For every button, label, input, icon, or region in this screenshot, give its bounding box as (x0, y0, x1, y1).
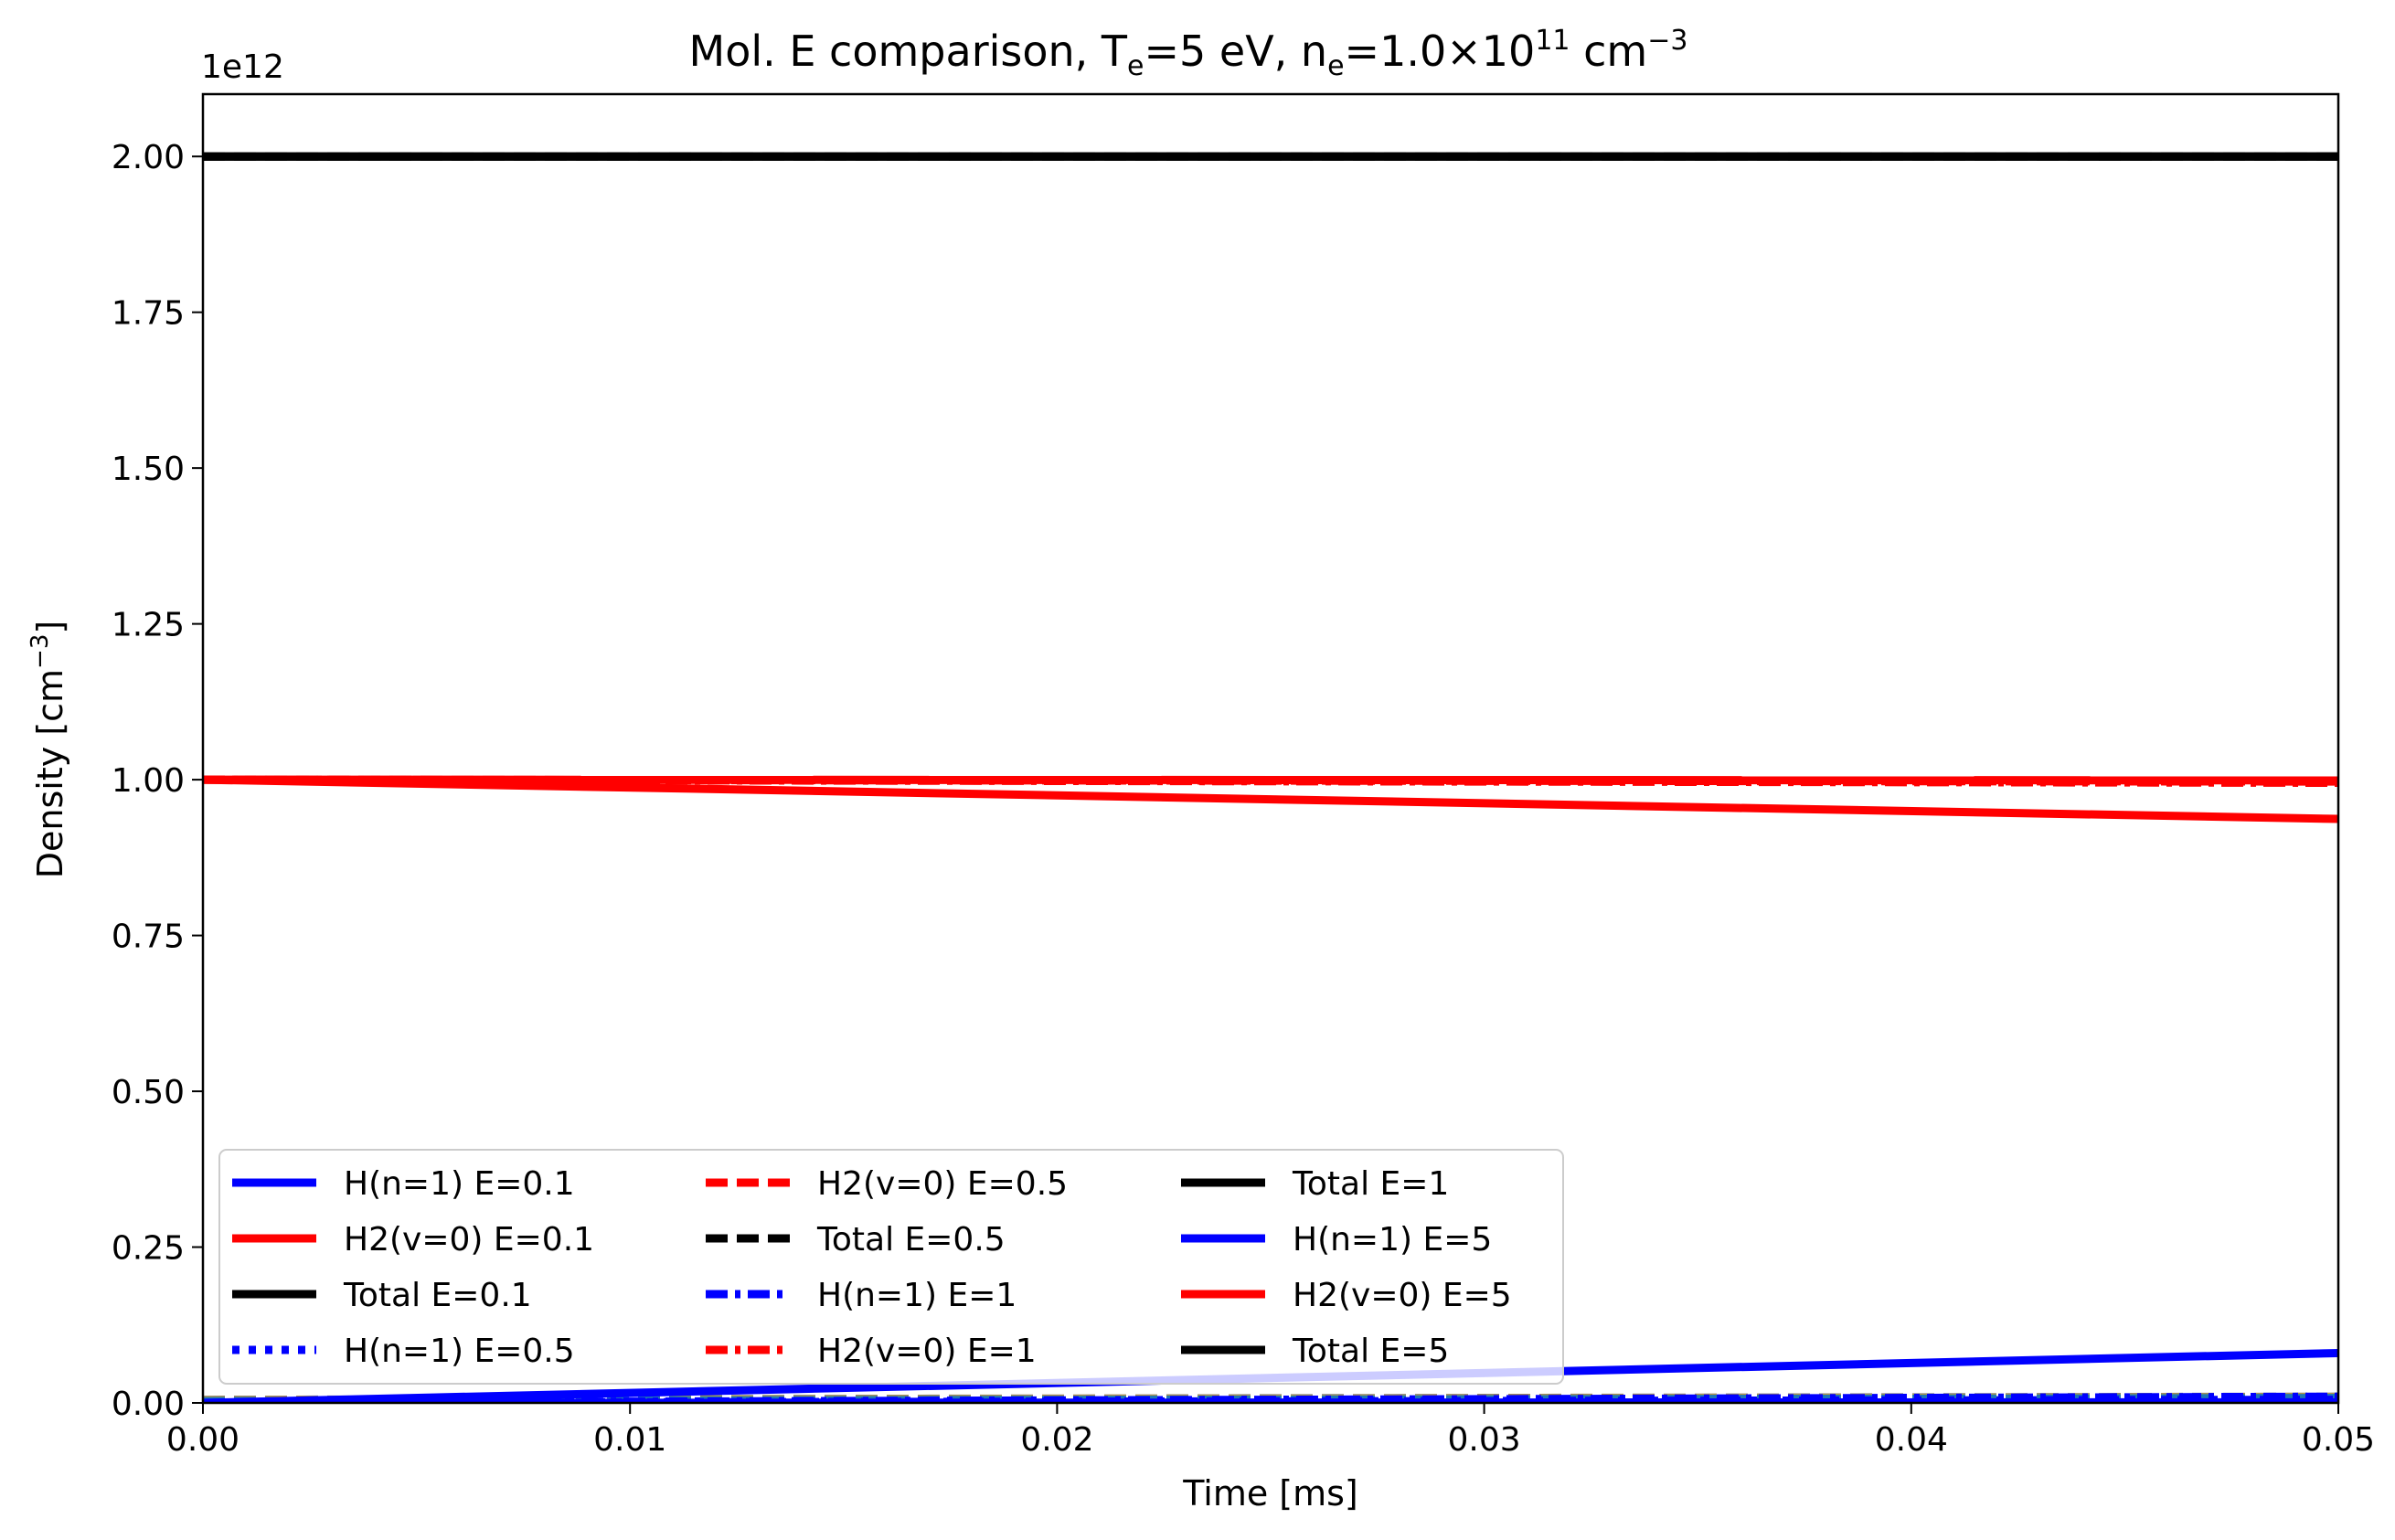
legend-label: H(n=1) E=0.1 (344, 1165, 575, 1203)
legend-label: H2(v=0) E=5 (1293, 1277, 1512, 1314)
y-tick-label: 1.00 (112, 762, 185, 800)
y-axis-label: Density [cm−3] (27, 621, 70, 878)
series-line (203, 775, 2338, 788)
legend-label: Total E=5 (1292, 1333, 1449, 1370)
legend-label: H(n=1) E=5 (1293, 1221, 1492, 1259)
x-tick-label: 0.05 (2302, 1421, 2375, 1459)
x-tick-label: 0.01 (593, 1421, 666, 1459)
x-tick-label: 0.04 (1875, 1421, 1948, 1459)
y-axis: 0.00 0.25 0.50 0.75 1.00 1.25 1.50 1.75 2.00 (112, 139, 203, 1423)
legend: H(n=1) E=0.1 H2(v=0) E=0.1 Total E=0.1 H(n=… (218, 1149, 1564, 1385)
legend-label: H2(v=0) E=0.5 (817, 1165, 1068, 1203)
legend-label: H(n=1) E=0.5 (344, 1333, 575, 1370)
legend-label: Total E=0.5 (816, 1221, 1006, 1259)
y-tick-label: 1.75 (112, 295, 185, 333)
y-tick-label: 0.00 (112, 1386, 185, 1423)
x-tick-label: 0.00 (166, 1421, 240, 1459)
legend-label: H2(v=0) E=1 (817, 1333, 1037, 1370)
x-tick-label: 0.02 (1020, 1421, 1093, 1459)
y-offset-text: 1e12 (201, 48, 284, 86)
series-layer (203, 152, 2338, 1403)
x-axis: 0.00 0.01 0.02 0.03 0.04 0.05 (166, 1403, 2375, 1459)
legend-label: Total E=1 (1292, 1165, 1449, 1203)
x-axis-label: Time [ms] (1182, 1473, 1358, 1513)
plot-frame (201, 92, 2340, 1405)
legend-label: Total E=0.1 (343, 1277, 532, 1314)
y-tick-label: 0.25 (112, 1230, 185, 1268)
series-line (203, 775, 2338, 823)
y-tick-label: 1.25 (112, 607, 185, 644)
legend-label: H2(v=0) E=0.1 (344, 1221, 594, 1259)
chart-title: Mol. E comparison, Te=5 eV, ne=1.0×1011 … (689, 25, 1688, 82)
legend-label: H(n=1) E=1 (817, 1277, 1017, 1314)
x-tick-label: 0.03 (1448, 1421, 1521, 1459)
legend-box (218, 1149, 1564, 1385)
y-tick-label: 0.75 (112, 919, 185, 956)
y-tick-label: 0.50 (112, 1074, 185, 1111)
y-tick-label: 1.50 (112, 451, 185, 488)
y-tick-label: 2.00 (112, 139, 185, 176)
plot-area (203, 152, 2338, 1403)
